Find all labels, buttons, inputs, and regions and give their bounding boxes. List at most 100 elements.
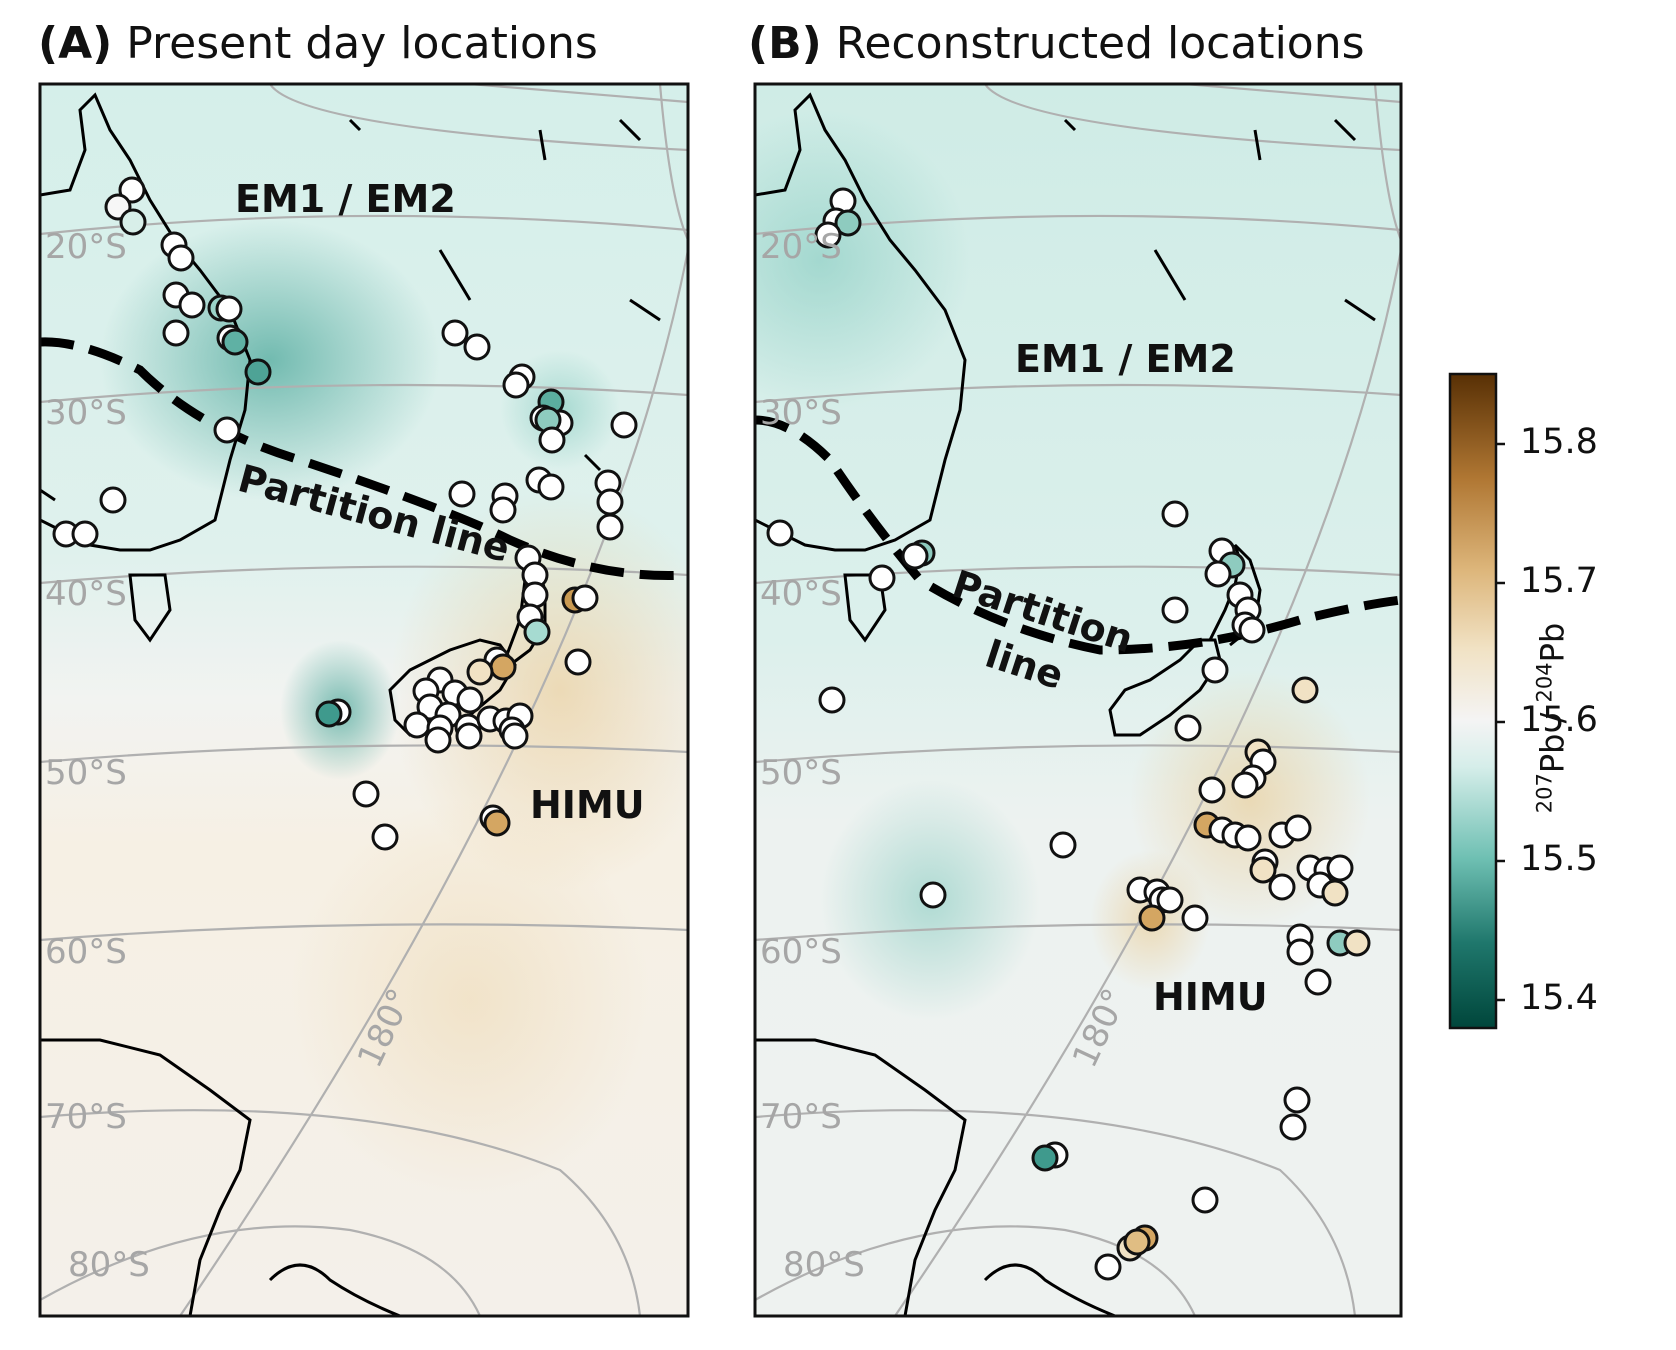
sample-point bbox=[352, 780, 380, 808]
sample-point bbox=[1231, 771, 1259, 799]
panel-a-tan-anomaly bbox=[390, 490, 688, 890]
lat-label: 80°S bbox=[783, 1245, 865, 1285]
lat-label: 30°S bbox=[45, 393, 127, 433]
sample-point bbox=[1238, 616, 1266, 644]
sample-point bbox=[1249, 856, 1277, 884]
colorbar-ticks bbox=[1496, 442, 1505, 1002]
sample-point bbox=[501, 722, 529, 750]
lat-label: 50°S bbox=[45, 753, 127, 793]
panel-a-teal-anomaly bbox=[100, 220, 440, 500]
sample-point bbox=[564, 648, 592, 676]
sample-point bbox=[215, 295, 243, 323]
colorbar-tick-label: 15.5 bbox=[1520, 839, 1598, 879]
sample-point bbox=[1031, 1144, 1059, 1172]
sample-point bbox=[1156, 886, 1184, 914]
sample-point bbox=[1198, 776, 1226, 804]
sample-point bbox=[1286, 938, 1314, 966]
sample-point bbox=[814, 221, 842, 249]
sample-point bbox=[1279, 1113, 1307, 1141]
colorbar bbox=[1448, 372, 1505, 1030]
panel-b-title: (B) Reconstructed locations bbox=[748, 18, 1365, 69]
sample-point bbox=[834, 209, 862, 237]
sample-point bbox=[466, 658, 494, 686]
region-label-em: EM1 / EM2 bbox=[235, 177, 456, 221]
panel-b-graticule bbox=[755, 84, 1401, 1316]
sample-point bbox=[489, 653, 517, 681]
sample-point bbox=[119, 208, 147, 236]
sample-point bbox=[502, 371, 530, 399]
lat-label: 80°S bbox=[68, 1245, 150, 1285]
sample-point bbox=[315, 700, 343, 728]
lat-label: 40°S bbox=[760, 574, 842, 614]
sample-point bbox=[868, 564, 896, 592]
sample-point bbox=[538, 426, 566, 454]
panel-a-frame bbox=[38, 82, 690, 1318]
lat-label: 60°S bbox=[760, 932, 842, 972]
sample-point bbox=[610, 411, 638, 439]
sample-point bbox=[766, 519, 794, 547]
panel-b-partition-line bbox=[755, 415, 1401, 655]
sample-point bbox=[71, 520, 99, 548]
panel-a-title: (A) Present day locations bbox=[38, 18, 598, 69]
sample-point bbox=[1138, 904, 1166, 932]
sample-point bbox=[1174, 714, 1202, 742]
sample-point bbox=[118, 176, 146, 204]
sample-point bbox=[178, 291, 206, 319]
sample-point bbox=[523, 618, 551, 646]
sample-point bbox=[99, 486, 127, 514]
panel-b-frame bbox=[753, 82, 1403, 1318]
sample-point bbox=[596, 513, 624, 541]
sample-point bbox=[1268, 873, 1296, 901]
sample-point bbox=[483, 809, 511, 837]
lat-label: 20°S bbox=[45, 227, 127, 267]
sample-point bbox=[424, 726, 452, 754]
sample-point bbox=[1343, 929, 1371, 957]
sample-point bbox=[571, 584, 599, 612]
sample-point bbox=[213, 416, 241, 444]
sample-point bbox=[441, 319, 469, 347]
sample-point bbox=[1181, 904, 1209, 932]
sample-point bbox=[403, 711, 431, 739]
sample-point bbox=[244, 358, 272, 386]
sample-point bbox=[919, 881, 947, 909]
lat-label: 30°S bbox=[760, 393, 842, 433]
sample-point bbox=[221, 328, 249, 356]
lat-label: 60°S bbox=[45, 932, 127, 972]
colorbar-scale bbox=[1448, 372, 1498, 1030]
sample-point bbox=[489, 496, 517, 524]
sample-point bbox=[1291, 676, 1319, 704]
region-label-em: EM1 / EM2 bbox=[1015, 337, 1236, 381]
sample-point bbox=[455, 722, 483, 750]
lat-label: 50°S bbox=[760, 753, 842, 793]
sample-point bbox=[1304, 968, 1332, 996]
panel-a-title-text: Present day locations bbox=[126, 18, 598, 69]
panel-b-letter: (B) bbox=[748, 18, 822, 69]
lat-label: 70°S bbox=[760, 1097, 842, 1137]
panel-b-teal-anomaly bbox=[755, 110, 970, 410]
region-label-himu: HIMU bbox=[530, 783, 645, 827]
lat-label: 20°S bbox=[760, 227, 842, 267]
panel-a-map: 20°S 30°S 40°S 50°S 60°S 70°S 80°S 180° … bbox=[40, 84, 688, 1316]
sample-point bbox=[463, 333, 491, 361]
sample-point bbox=[1161, 500, 1189, 528]
sample-point bbox=[1123, 1228, 1151, 1256]
lat-label: 70°S bbox=[45, 1097, 127, 1137]
sample-point bbox=[448, 480, 476, 508]
sample-point bbox=[1049, 831, 1077, 859]
panel-b-map: 20°S 30°S 40°S 50°S 60°S 70°S 80°S 180° … bbox=[755, 84, 1401, 1316]
sample-point bbox=[537, 473, 565, 501]
colorbar-tick-label: 15.4 bbox=[1520, 978, 1598, 1018]
colorbar-label: 207Pb / 204Pb bbox=[1532, 622, 1572, 814]
colorbar-tick-label: 15.6 bbox=[1520, 700, 1598, 740]
panel-b-sample-points bbox=[766, 187, 1371, 1281]
panel-a-sample-points bbox=[52, 176, 638, 851]
sample-point bbox=[1234, 824, 1262, 852]
sample-point bbox=[1284, 814, 1312, 842]
sample-point bbox=[901, 542, 929, 570]
colorbar-tick-label: 15.7 bbox=[1520, 561, 1598, 601]
sample-point bbox=[1094, 1253, 1122, 1281]
sample-point bbox=[1201, 656, 1229, 684]
region-label-himu: HIMU bbox=[1153, 975, 1268, 1019]
sample-point bbox=[1283, 1086, 1311, 1114]
